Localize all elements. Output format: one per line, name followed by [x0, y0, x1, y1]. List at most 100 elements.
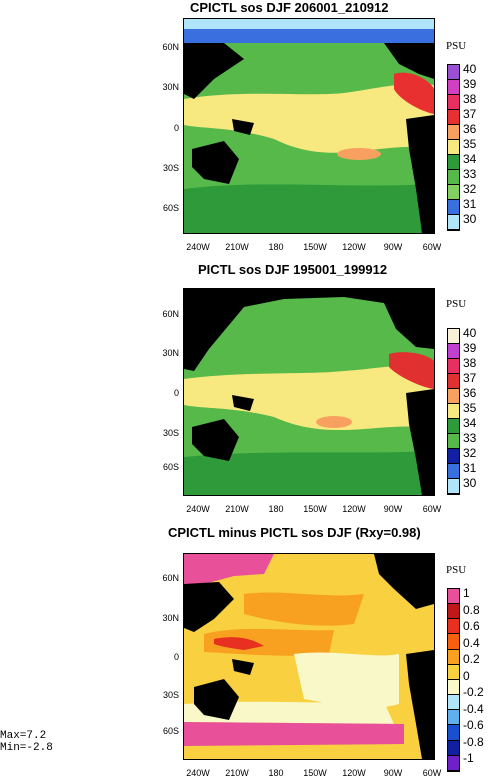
colorbar-segment — [448, 449, 459, 464]
panel-title: CPICTL minus PICTL sos DJF (Rxy=0.98) — [168, 525, 421, 540]
colorbar-tick-label: 34 — [463, 416, 477, 430]
lon-label: 180 — [268, 504, 284, 514]
lat-label: 0 — [173, 388, 179, 398]
colorbar-segment — [448, 95, 459, 110]
lat-label: 60N — [162, 309, 179, 319]
lon-label: 120W — [342, 242, 366, 252]
lon-label: 240W — [186, 504, 210, 514]
map-panel-1: CPICTL sos DJF 206001_210912 60N 30N 0 3… — [0, 0, 493, 256]
colorbar-segment — [448, 419, 459, 434]
colorbar-tick-label: 39 — [463, 77, 477, 91]
lon-label: 120W — [342, 504, 366, 514]
lat-label: 30S — [162, 428, 179, 438]
colorbar — [447, 328, 460, 495]
colorbar-segment — [448, 110, 459, 125]
colorbar-tick-label: 38 — [463, 92, 477, 106]
min-value: Min=-2.8 — [0, 742, 53, 754]
lon-label: 60W — [422, 242, 442, 252]
colorbar-segment — [448, 389, 459, 404]
colorbar — [447, 588, 460, 772]
colorbar-segment — [448, 664, 459, 680]
colorbar-tick-label: 33 — [463, 431, 477, 445]
colorbar-tick-label: 40 — [463, 326, 477, 340]
colorbar-segment — [448, 710, 459, 726]
lon-label: 90W — [383, 504, 403, 514]
lat-label: 0 — [173, 123, 179, 133]
colorbar-segment — [448, 215, 459, 230]
colorbar-segment — [448, 434, 459, 449]
lon-label: 150W — [303, 504, 327, 514]
colorbar-segment — [448, 679, 459, 696]
colorbar-tick-label: 31 — [463, 197, 477, 211]
colorbar-tick-label: 40 — [463, 62, 477, 76]
colorbar-tick-label: -0.6 — [463, 718, 484, 733]
colorbar-tick-label: -0.4 — [463, 701, 484, 716]
colorbar-segment — [448, 344, 459, 359]
colorbar-segment — [448, 695, 459, 711]
colorbar-tick-label: 37 — [463, 371, 477, 385]
colorbar — [447, 64, 460, 231]
lon-label: 150W — [303, 768, 327, 778]
colorbar-segment — [448, 359, 459, 374]
colorbar-segment — [448, 755, 459, 771]
colorbar-segment — [448, 404, 459, 419]
lon-label: 150W — [303, 242, 327, 252]
colorbar-tick-label: 1 — [463, 586, 470, 600]
colorbar-tick-label: 30 — [463, 212, 477, 226]
lat-label: 60N — [162, 573, 179, 583]
colorbar-tick-label: -1 — [463, 751, 474, 766]
colorbar-segment — [448, 329, 459, 344]
colorbar-tick-label: 30 — [463, 476, 477, 490]
colorbar-tick-label: 0 — [463, 668, 470, 683]
map-panel-2: PICTL sos DJF 195001_199912 60N 30N 0 30… — [0, 262, 493, 518]
colorbar-segment — [448, 740, 459, 756]
colorbar-tick-label: 33 — [463, 167, 477, 181]
colorbar-segment — [448, 155, 459, 170]
colorbar-segment — [448, 604, 459, 620]
colorbar-tick-label: 0.8 — [463, 602, 480, 617]
colorbar-tick-label: 39 — [463, 341, 477, 355]
colorbar-tick-label: 0.2 — [463, 652, 480, 667]
max-value: Max=7.2 — [0, 730, 47, 742]
colorbar-segment — [448, 589, 459, 605]
lon-label: 180 — [268, 242, 284, 252]
lat-label: 30N — [162, 348, 179, 358]
lat-label: 60S — [162, 462, 179, 472]
lon-label: 180 — [268, 768, 284, 778]
unit-label: PSU — [446, 298, 467, 310]
colorbar-tick-label: 37 — [463, 107, 477, 121]
colorbar-tick-label: 31 — [463, 461, 477, 475]
lat-label: 0 — [173, 652, 179, 662]
lat-label: 60S — [162, 203, 179, 213]
lon-label: 60W — [422, 768, 442, 778]
lon-label: 210W — [225, 504, 249, 514]
colorbar-segment — [448, 170, 459, 185]
panel-title: CPICTL sos DJF 206001_210912 — [190, 0, 389, 15]
difference-map — [183, 553, 435, 760]
salinity-map — [183, 288, 435, 496]
colorbar-tick-label: 32 — [463, 446, 477, 460]
colorbar-tick-label: 32 — [463, 182, 477, 196]
lon-label: 240W — [186, 768, 210, 778]
lon-label: 60W — [422, 504, 442, 514]
stats-box: Max=7.2 Min=-2.8 — [0, 730, 53, 754]
lat-label: 30S — [162, 690, 179, 700]
salinity-map — [183, 18, 435, 234]
colorbar-segment — [448, 649, 459, 665]
colorbar-segment — [448, 80, 459, 95]
unit-label: PSU — [446, 564, 467, 576]
colorbar-tick-label: 0.6 — [463, 619, 480, 634]
colorbar-tick-label: 34 — [463, 152, 477, 166]
colorbar-tick-label: 36 — [463, 386, 477, 400]
colorbar-tick-label: 35 — [463, 137, 477, 151]
colorbar-segment — [448, 479, 459, 494]
colorbar-tick-label: 0.4 — [463, 635, 480, 650]
colorbar-segment — [448, 125, 459, 140]
colorbar-segment — [448, 619, 459, 635]
lon-label: 240W — [186, 242, 210, 252]
lat-label: 60S — [162, 726, 179, 736]
lat-label: 30S — [162, 163, 179, 173]
lat-label: 30N — [162, 613, 179, 623]
lat-label: 30N — [162, 82, 179, 92]
map-panel-3: CPICTL minus PICTL sos DJF (Rxy=0.98) 60… — [0, 525, 493, 782]
